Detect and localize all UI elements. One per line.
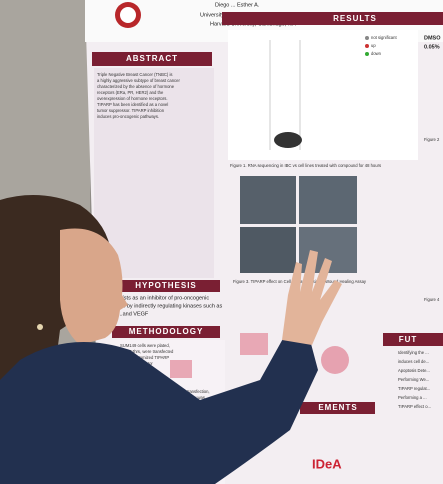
text-line: ...s by indirectly regulating kinases su… [118, 303, 222, 309]
earring [37, 324, 43, 330]
plate [170, 360, 192, 378]
hypothesis-text: ...ists as an inhibitor of pro-oncogenic… [118, 295, 222, 317]
caption: Figure 1. RNA sequencing in IBC vs cell … [230, 163, 381, 168]
legend-dot [365, 44, 369, 48]
section-title: METHODOLOGY [129, 327, 204, 336]
logo-inner [120, 7, 136, 23]
abstract-box [94, 68, 214, 278]
micrograph [240, 227, 296, 273]
text-line: ...and VEGF [118, 311, 149, 317]
figure-label: Figure 4 [424, 297, 440, 302]
figure-label: Figure 2 [424, 137, 440, 142]
section-header [92, 52, 212, 66]
legend-dot [365, 36, 369, 40]
text-line: TIPARP has been identified as a novel [97, 102, 168, 107]
plot-points [274, 132, 302, 148]
face [60, 228, 128, 345]
volcano-plot [228, 30, 418, 160]
dish [321, 346, 349, 374]
future-text: Identifying the ... induces cell de... Apo… [398, 350, 431, 409]
section-title: FUT [399, 335, 418, 344]
side-text: DMSO [424, 35, 441, 41]
hand [282, 250, 342, 345]
text-line: Performing a ... [398, 395, 427, 400]
text-line: receptors (ERa, PR, HER2) and the [97, 90, 164, 95]
section-header [300, 402, 375, 414]
section-header [112, 280, 220, 292]
text-line: Identifying the ... [398, 350, 429, 355]
section-header [222, 12, 443, 25]
section-header [383, 333, 443, 346]
section-title: HYPOTHESIS [135, 281, 197, 290]
section-title: RESULTS [333, 14, 377, 23]
legend-label: up [371, 43, 376, 48]
text-line: a highly aggressive subtype of breast ca… [97, 78, 180, 83]
authors: Diego ... Esther A. [215, 2, 260, 8]
side-text: 0.05% [424, 44, 440, 50]
text-line: induces pro-oncogenic pathways. [97, 114, 159, 119]
micrograph [299, 176, 357, 224]
text-line: after 24hrs, were transfected [120, 349, 174, 354]
text-line: SUM149 cells were plated, [120, 343, 170, 348]
plate [240, 333, 268, 355]
text-line: Triple Negative Breast Cancer (TNBC) is [97, 72, 172, 77]
text-line: TIPARP regulat... [398, 386, 430, 391]
shirt [0, 335, 318, 484]
micrograph [240, 176, 296, 224]
text-line: induces cell de... [398, 359, 429, 364]
text-line: overexpression of hormone receptors. [97, 96, 168, 101]
legend-label: down [371, 51, 382, 56]
text-line: Apoptosis Dete... [398, 368, 430, 373]
legend-dot [365, 52, 369, 56]
text-line: characterized by the absence of hormone [97, 84, 175, 89]
logo-text: IDeA [312, 456, 342, 471]
abstract-text: Triple Negative Breast Cancer (TNBC) isa… [97, 72, 180, 119]
text-line: with a customized TIPARP [120, 355, 169, 360]
text-line: ...ists as an inhibitor of pro-oncogenic [118, 295, 209, 301]
section-title: EMENTS [318, 403, 357, 412]
legend-label: not significant [371, 35, 397, 40]
section-header [112, 326, 220, 338]
text-line: TIPARP effect o... [398, 404, 431, 409]
section-title: ABSTRACT [126, 54, 178, 63]
text-line: Performing We... [398, 377, 429, 382]
text-line: tumor suppressor. TIPARP inhibition [97, 108, 165, 113]
